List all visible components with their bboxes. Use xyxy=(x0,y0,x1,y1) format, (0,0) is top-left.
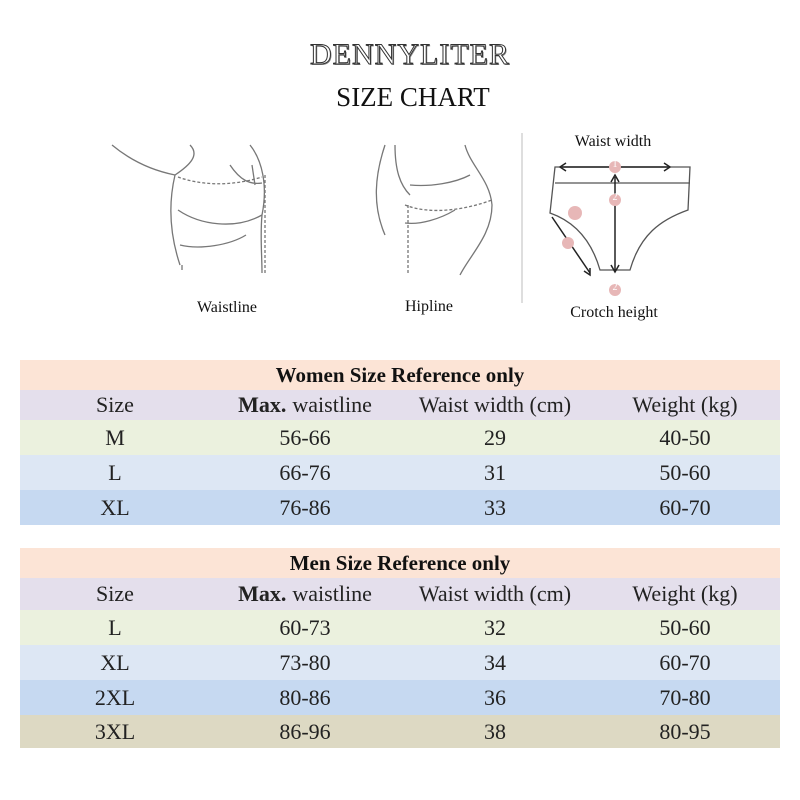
header-bold: Max. xyxy=(238,581,287,606)
table-cell: 76-86 xyxy=(279,494,331,520)
header-cell: Weight (kg) xyxy=(632,392,738,417)
table-row: 2XL 80-86 36 70-80 xyxy=(20,680,780,715)
table-cell: XL xyxy=(100,494,130,520)
header-cell: Size xyxy=(96,392,134,417)
table-cell: 73-80 xyxy=(279,649,331,675)
table-cell: 2XL xyxy=(94,684,136,710)
title: SIZE CHART xyxy=(336,82,490,112)
illustrations xyxy=(111,133,691,303)
table-cell: 80-86 xyxy=(279,684,331,710)
marker: 2 xyxy=(612,282,618,293)
table-cell: 66-76 xyxy=(279,459,331,485)
table-cell: 34 xyxy=(484,649,506,675)
table-cell: 38 xyxy=(484,718,506,744)
table-title: Women Size Reference only xyxy=(275,362,525,387)
table-cell: 31 xyxy=(484,459,506,485)
header-cell: Max. waistline xyxy=(210,578,400,610)
table-cell: 56-66 xyxy=(279,424,331,450)
table-row: XL 76-86 33 60-70 xyxy=(20,490,780,525)
table-cell: 60-73 xyxy=(279,614,331,640)
table-row: L 66-76 31 50-60 xyxy=(20,455,780,490)
header-cell: Waist width (cm) xyxy=(418,581,572,606)
header-cell: Weight (kg) xyxy=(632,581,738,606)
header-row: Size Max. waistline Waist width (cm) Weight … xyxy=(20,390,780,420)
brand: DENNYLITER xyxy=(310,38,510,72)
table-cell: L xyxy=(108,459,122,485)
header-text: waistline xyxy=(292,392,372,417)
table-cell: 50-60 xyxy=(659,614,711,640)
table-title: Men Size Reference only xyxy=(289,550,511,575)
table-row: M 56-66 29 40-50 xyxy=(20,420,780,455)
table-cell: 86-96 xyxy=(279,718,331,744)
table-row: XL 73-80 34 60-70 xyxy=(20,645,780,680)
header-cell: Max. waistline xyxy=(210,390,400,420)
table-cell: 70-80 xyxy=(659,684,711,710)
table-cell: L xyxy=(108,614,122,640)
label: Hipline xyxy=(405,298,453,315)
header-cell: Size xyxy=(96,581,134,606)
label: Crotch height xyxy=(570,304,658,321)
header-row: Size Max. waistline Waist width (cm) Weight … xyxy=(20,578,780,610)
table-cell: 33 xyxy=(484,494,506,520)
table-cell: 29 xyxy=(484,424,506,450)
marker: 2 xyxy=(612,192,618,203)
table-cell: 80-95 xyxy=(659,718,711,744)
table-cell: 36 xyxy=(484,684,506,710)
table-cell: 32 xyxy=(484,614,506,640)
header-bold: Max. xyxy=(238,392,287,417)
table-cell: 50-60 xyxy=(659,459,711,485)
table-title-row: Women Size Reference only xyxy=(20,360,780,390)
table-cell: XL xyxy=(100,649,130,675)
header-text: waistline xyxy=(292,581,372,606)
table-cell: 40-50 xyxy=(659,424,711,450)
label: Waist width xyxy=(574,133,652,150)
marker: 1 xyxy=(612,159,618,170)
table-title-row: Men Size Reference only xyxy=(20,548,780,578)
table-cell: 3XL xyxy=(94,718,136,744)
table-row: L 60-73 32 50-60 xyxy=(20,610,780,645)
label: Waistline xyxy=(196,299,258,316)
header-cell: Waist width (cm) xyxy=(418,392,572,417)
table-cell: 60-70 xyxy=(659,649,711,675)
table-cell: M xyxy=(105,424,125,450)
table-row: 3XL 86-96 38 80-95 xyxy=(20,715,780,748)
table-cell: 60-70 xyxy=(659,494,711,520)
